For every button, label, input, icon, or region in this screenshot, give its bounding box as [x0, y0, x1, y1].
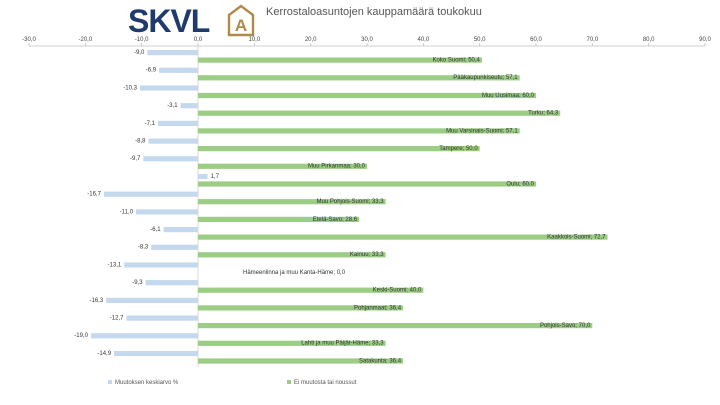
- label-no-change-or-up: Satakunta; 36,4: [359, 358, 402, 364]
- bar-no-change-or-up: [198, 146, 480, 152]
- bar-change: [90, 333, 198, 339]
- bar-change: [114, 350, 198, 357]
- label-no-change-or-up: Pohjanmaat; 36,4: [354, 305, 402, 311]
- label-no-change-or-up: Pääkaupunkiseutu; 57,1: [453, 75, 518, 81]
- bar-change: [143, 156, 198, 162]
- bar-change: [151, 244, 198, 250]
- label-change: -9,0: [134, 50, 145, 56]
- bar-change: [139, 85, 198, 91]
- bar-change: [145, 280, 198, 286]
- x-tick-label: 80,0: [643, 37, 655, 43]
- x-tick-label: 60,0: [530, 37, 542, 43]
- x-tick-label: 50,0: [474, 37, 486, 43]
- label-change: -16,7: [87, 192, 101, 198]
- bar-change: [159, 67, 198, 73]
- bar-no-change-or-up: [198, 181, 536, 187]
- bar-no-change-or-up: [198, 216, 360, 222]
- bar-no-change-or-up: [198, 358, 404, 364]
- label-no-change-or-up: Keski-Suomi; 40,0: [373, 288, 422, 294]
- bar-no-change-or-up: [198, 287, 424, 293]
- bar-no-change-or-up: [198, 163, 367, 169]
- bar-change: [158, 120, 198, 126]
- x-tick-label: -10,0: [135, 37, 149, 43]
- bar-change: [124, 262, 198, 268]
- value-labels: -9,0 Koko Suomi; 50,4 -6,9 Pääkaupunkiseutu…: [74, 50, 606, 364]
- label-change: -11,0: [120, 209, 134, 215]
- bar-change: [106, 297, 198, 303]
- bar-change: [148, 138, 198, 144]
- legend: Muutoksen keskiarvo % Ei muutosta tai nou…: [108, 380, 357, 386]
- label-no-change-or-up: Tampere; 50,0: [439, 146, 478, 152]
- label-change: -6,1: [150, 227, 161, 233]
- bar-no-change-or-up: [198, 110, 561, 116]
- legend-swatch: [108, 380, 112, 384]
- label-no-change-or-up: Turku; 64,3: [528, 111, 559, 117]
- label-change: -16,3: [89, 298, 103, 304]
- bar-no-change-or-up: [198, 305, 404, 311]
- bar-change: [180, 103, 198, 109]
- logo-house-icon: A: [227, 4, 255, 37]
- label-no-change-or-up: Koko Suomi; 50,4: [433, 58, 481, 64]
- bar-change: [198, 173, 208, 180]
- label-change: -8,3: [138, 245, 149, 251]
- label-no-change-or-up: Muu Varsinais-Suomi; 57,1: [446, 128, 518, 134]
- label-change: -8,8: [135, 139, 146, 145]
- label-no-change-or-up: Muu Pirkanmaa; 30,0: [308, 164, 366, 170]
- label-no-change-or-up: Etelä-Savo; 28,6: [313, 217, 358, 223]
- legend-label: Muutoksen keskiarvo %: [115, 380, 179, 386]
- label-change: -3,1: [167, 103, 178, 109]
- label-no-change-or-up: Muu Uusimaa; 60,0: [482, 93, 535, 99]
- bar-change: [136, 209, 198, 215]
- label-change: -10,3: [123, 85, 137, 91]
- bar-no-change-or-up: [198, 340, 386, 346]
- bar-change: [147, 50, 198, 56]
- label-change: -12,7: [110, 316, 124, 322]
- label-change: -14,9: [97, 351, 111, 357]
- label-change: -9,7: [130, 156, 141, 162]
- label-change: 1,7: [211, 174, 220, 180]
- bar-change: [163, 227, 198, 233]
- bar-change: [103, 191, 198, 197]
- label-no-change-or-up: Pohjois-Savo; 70,0: [540, 323, 591, 329]
- bars: [90, 50, 608, 364]
- label-no-change-or-up: Lahti ja muu Päijät-Häme; 33,3: [301, 341, 384, 347]
- label-change: -7,1: [145, 121, 156, 127]
- bar-no-change-or-up: [198, 234, 608, 240]
- label-no-change-or-up: Hämeenlinna ja muu Kanta-Häme; 0,0: [243, 270, 346, 276]
- bar-no-change-or-up: [198, 252, 386, 258]
- x-tick-label: 30,0: [361, 37, 373, 43]
- x-tick-label: -30,0: [22, 37, 36, 43]
- chart-title: Kerrostaloasuntojen kauppamäärä toukokuu: [266, 6, 482, 18]
- x-tick-label: 20,0: [305, 37, 317, 43]
- x-tick-label: 10,0: [248, 37, 260, 43]
- label-change: -13,1: [108, 262, 122, 268]
- bar-no-change-or-up: [198, 57, 482, 63]
- label-no-change-or-up: Muu Pohjois-Suomi; 33,3: [317, 199, 385, 205]
- bar-no-change-or-up: [198, 199, 386, 205]
- bar-no-change-or-up: [198, 323, 593, 329]
- label-change: -9,3: [132, 280, 143, 286]
- label-change: -6,9: [146, 68, 157, 74]
- x-tick-label: 40,0: [417, 37, 429, 43]
- logo-text: SKVL: [128, 3, 210, 37]
- x-tick-label: -20,0: [78, 37, 92, 43]
- label-no-change-or-up: Oulu; 60,0: [506, 181, 534, 187]
- legend-swatch: [287, 380, 291, 384]
- bar-change: [126, 315, 198, 321]
- label-no-change-or-up: Kaakkois-Suomi; 72,7: [547, 235, 606, 241]
- bar-no-change-or-up: [198, 92, 536, 99]
- x-tick-label: 90,0: [699, 37, 711, 43]
- label-change: -19,0: [74, 333, 88, 339]
- label-no-change-or-up: Kainuu; 33,3: [350, 252, 384, 258]
- svg-text:A: A: [235, 16, 247, 35]
- x-tick-label: 70,0: [586, 37, 598, 43]
- x-axis-ticks: -30,0 -20,0 -10,0 0,0 10,0 20,0 30,0 40,0 50,0 60…: [22, 37, 711, 46]
- bar-no-change-or-up: [198, 75, 520, 81]
- legend-label: Ei muutosta tai noussut: [294, 380, 357, 386]
- bar-no-change-or-up: [198, 128, 520, 134]
- skvl-logo: SKVL A: [128, 3, 255, 37]
- x-tick-label: 0,0: [194, 37, 203, 43]
